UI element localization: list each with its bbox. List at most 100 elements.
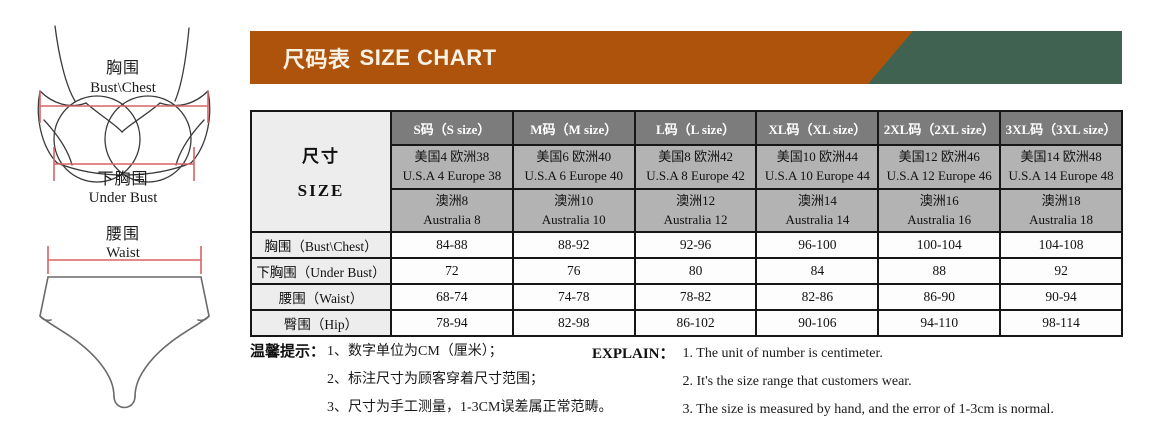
usa-europe-en: U.S.A 6 Europe 40 [524, 168, 624, 183]
note-zh-item: 1、数字单位为CM（厘米）； [327, 344, 503, 359]
row-label-waist: 腰围（Waist） [250, 283, 392, 311]
australia-en: Australia 10 [541, 211, 606, 227]
australia-en: Australia 14 [785, 211, 850, 227]
waist-value: 86-90 [877, 283, 1002, 311]
corner-label-en: SIZE [297, 181, 345, 200]
bust-value: 88-92 [511, 231, 636, 259]
waist-value: 78-82 [633, 283, 758, 311]
australia-cell: 澳洲8 Australia 8 [390, 188, 514, 233]
page-title-zh: 尺码表 [283, 46, 351, 72]
waist-value: 82-86 [755, 283, 880, 311]
col-header-s: S码（S size） [390, 110, 514, 146]
hip-value: 86-102 [633, 309, 758, 337]
notes-english: EXPLAIN： 1. The unit of number is centim… [592, 340, 1054, 424]
title-banner: 尺码表 SIZE CHART [250, 31, 1122, 84]
notes-en-items: 1. The unit of number is centimeter. 2. … [683, 340, 1054, 424]
underbust-value: 88 [877, 257, 1002, 285]
note-en-item: 2. It's the size range that customers we… [682, 374, 912, 389]
bust-label-zh: 胸围 [105, 60, 140, 77]
australia-zh: 澳洲12 [676, 192, 716, 208]
usa-europe-row: 美国4 欧洲38 U.S.A 4 Europe 38 美国6 欧洲40 U.S.… [251, 144, 1123, 190]
underbust-row: 下胸围（Under Bust） 72 76 80 84 88 92 [250, 257, 1123, 285]
col-header-l: L码（L size） [633, 110, 758, 146]
bust-value: 96-100 [755, 231, 880, 259]
usa-europe-en: U.S.A 8 Europe 42 [646, 168, 745, 183]
notes-en-label: EXPLAIN： [592, 346, 675, 362]
usa-europe-zh: 美国12 欧洲46 [898, 149, 980, 165]
hip-value: 98-114 [999, 309, 1123, 337]
underbust-label-zh: 下胸围 [97, 171, 149, 188]
row-label-underbust: 下胸围（Under Bust） [250, 257, 392, 285]
waist-value: 68-74 [390, 283, 514, 311]
size-name-row: 尺寸 SIZE S码（S size） M码（M size） L码（L size）… [250, 110, 1123, 233]
row-label-hip: 臀围（Hip） [250, 309, 392, 337]
underbust-value: 76 [511, 257, 636, 285]
underbust-value: 84 [755, 257, 880, 285]
australia-en: Australia 12 [663, 211, 728, 227]
col-header-m: M码（M size） [511, 110, 636, 146]
usa-europe-zh: 美国10 欧洲44 [776, 149, 859, 165]
usa-europe-zh: 美国4 欧洲38 [414, 149, 490, 165]
corner-label-zh: 尺寸 [302, 147, 340, 166]
row-label-bust: 胸围（Bust\Chest） [250, 231, 392, 259]
waist-value: 74-78 [511, 283, 636, 311]
usa-europe-cell: 美国6 欧洲40 U.S.A 6 Europe 40 [511, 144, 636, 190]
notes-zh-label: 温馨提示： [250, 344, 326, 360]
australia-zh: 澳洲14 [797, 192, 837, 208]
hip-value: 94-110 [877, 309, 1002, 337]
note-en-item: 3. The size is measured by hand, and the… [682, 402, 1054, 417]
usa-europe-en: U.S.A 4 Europe 38 [402, 168, 502, 183]
page-title: 尺码表 SIZE CHART [283, 31, 497, 84]
bust-value: 104-108 [999, 231, 1123, 259]
waist-row: 腰围（Waist） 68-74 74-78 78-82 82-86 86-90 … [250, 283, 1123, 311]
australia-zh: 澳洲16 [919, 192, 959, 208]
australia-cell: 澳洲18 Australia 18 [999, 188, 1123, 233]
note-zh-item: 2、标注尺寸为顾客穿着尺寸范围； [327, 372, 545, 387]
page-title-en: SIZE CHART [359, 44, 497, 70]
usa-europe-cell: 美国8 欧洲42 U.S.A 8 Europe 42 [633, 144, 758, 190]
col-header-2xl: 2XL码（2XL size） [877, 110, 1002, 146]
underbust-value: 92 [999, 257, 1123, 285]
australia-cell: 澳洲10 Australia 10 [511, 188, 636, 233]
australia-zh: 澳洲10 [554, 192, 594, 208]
hip-row: 臀围（Hip） 78-94 82-98 86-102 90-106 94-110… [250, 309, 1123, 337]
usa-europe-cell: 美国12 欧洲46 U.S.A 12 Europe 46 [877, 144, 1002, 190]
australia-en: Australia 18 [1029, 211, 1094, 227]
bra-diagram [37, 25, 211, 183]
underbust-value: 80 [633, 257, 758, 285]
australia-en: Australia 16 [907, 211, 972, 227]
banner-green-accent [868, 31, 1122, 84]
underbust-label-en: Under Bust [88, 190, 158, 206]
hip-value: 78-94 [390, 309, 514, 337]
waist-label-zh: 腰围 [105, 226, 140, 243]
australia-zh: 澳洲18 [1041, 192, 1081, 208]
australia-zh: 澳洲8 [435, 192, 469, 208]
size-table: 尺寸 SIZE S码（S size） M码（M size） L码（L size）… [250, 110, 1123, 337]
usa-europe-en: U.S.A 12 Europe 46 [886, 168, 992, 183]
usa-europe-en: U.S.A 10 Europe 44 [764, 168, 870, 183]
col-header-3xl: 3XL码（3XL size） [999, 110, 1123, 146]
notes-chinese: 温馨提示： 1、数字单位为CM（厘米）； 2、标注尺寸为顾客穿着尺寸范围； 3、… [250, 338, 612, 422]
australia-cell: 澳洲14 Australia 14 [755, 188, 880, 233]
waist-value: 90-94 [999, 283, 1123, 311]
usa-europe-cell: 美国4 欧洲38 U.S.A 4 Europe 38 [390, 144, 514, 190]
waist-measure-lines [47, 246, 202, 274]
bust-value: 84-88 [390, 231, 514, 259]
note-zh-item: 3、尺寸为手工测量，1-3CM误差属正常范畴。 [327, 400, 613, 415]
note-en-item: 1. The unit of number is centimeter. [682, 346, 883, 361]
usa-europe-zh: 美国14 欧洲48 [1020, 149, 1102, 165]
usa-europe-cell: 美国14 欧洲48 U.S.A 14 Europe 48 [999, 144, 1123, 190]
col-header-xl: XL码（XL size） [755, 110, 880, 146]
hip-value: 90-106 [755, 309, 880, 337]
australia-en: Australia 8 [423, 211, 481, 227]
usa-europe-zh: 美国6 欧洲40 [536, 149, 612, 165]
bust-label-en: Bust\Chest [90, 80, 156, 96]
bust-measure-lines [39, 91, 209, 181]
australia-cell: 澳洲12 Australia 12 [633, 188, 758, 233]
notes-zh-items: 1、数字单位为CM（厘米）； 2、标注尺寸为顾客穿着尺寸范围； 3、尺寸为手工测… [327, 338, 612, 422]
usa-europe-cell: 美国10 欧洲44 U.S.A 10 Europe 44 [755, 144, 880, 190]
size-table-container: 尺寸 SIZE S码（S size） M码（M size） L码（L size）… [250, 110, 1123, 337]
hip-value: 82-98 [511, 309, 636, 337]
australia-row: 澳洲8 Australia 8 澳洲10 Australia 10 澳洲12 A… [251, 188, 1123, 233]
